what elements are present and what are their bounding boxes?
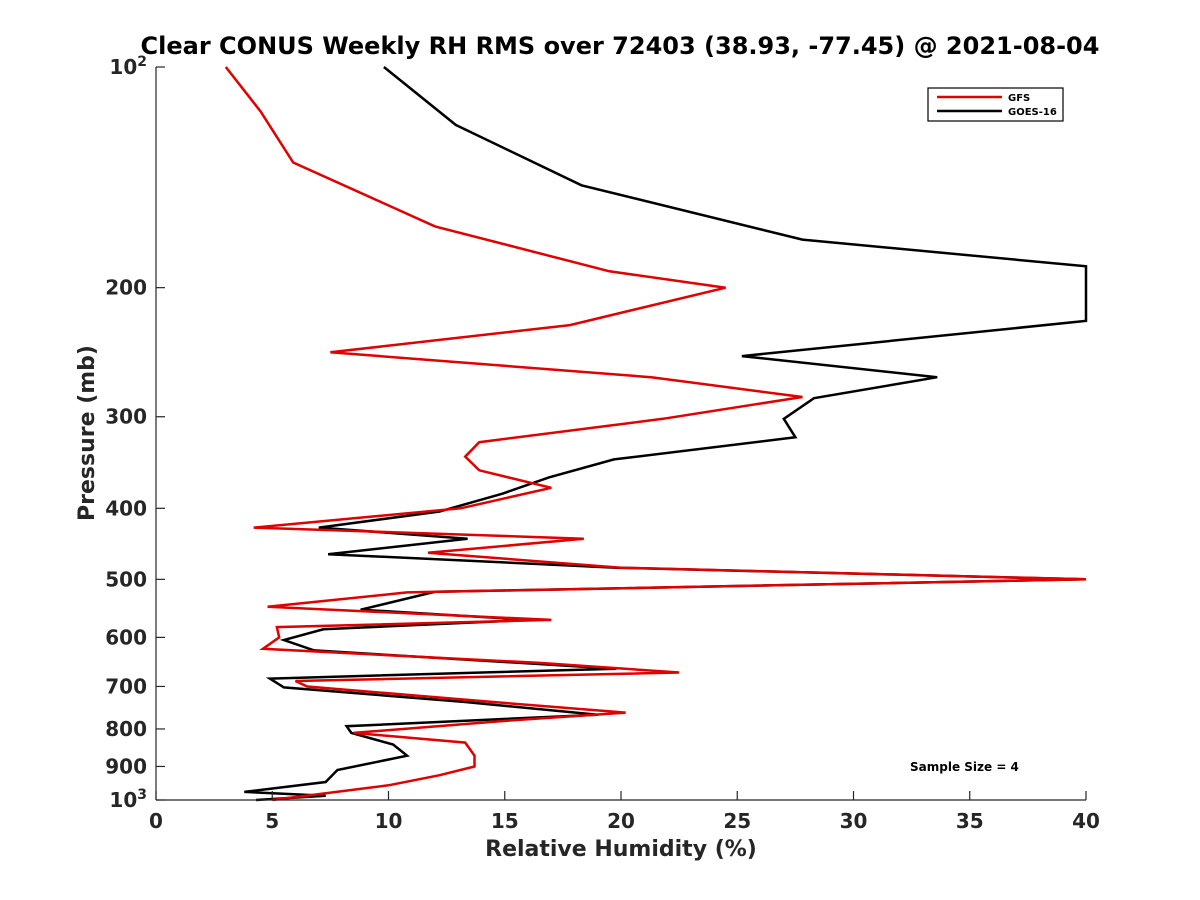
y-tick-label: 900 <box>105 754 147 778</box>
y-tick-label: 400 <box>105 496 147 520</box>
x-tick-label: 40 <box>1072 809 1100 833</box>
legend-label-gfs: GFS <box>1008 93 1030 104</box>
y-tick-label: 800 <box>105 717 147 741</box>
chart-title: Clear CONUS Weekly RH RMS over 72403 (38… <box>141 32 1100 60</box>
y-tick-label: 102 <box>109 54 147 79</box>
x-tick-label: 10 <box>375 809 403 833</box>
x-axis-label: Relative Humidity (%) <box>485 837 757 862</box>
plot-area <box>156 67 1086 800</box>
x-tick-label: 5 <box>265 809 279 833</box>
x-tick-label: 25 <box>723 809 751 833</box>
x-tick-label: 30 <box>840 809 868 833</box>
y-tick-label: 600 <box>105 625 147 649</box>
y-tick-label: 103 <box>109 787 147 812</box>
y-tick-label: 300 <box>105 405 147 429</box>
x-tick-label: 0 <box>149 809 163 833</box>
x-tick-label: 35 <box>956 809 984 833</box>
series-layer <box>224 66 1088 802</box>
y-axis-label: Pressure (mb) <box>75 345 100 521</box>
legend: GFS GOES-16 <box>927 87 1064 122</box>
legend-box <box>927 87 1064 122</box>
y-tick-label: 700 <box>105 674 147 698</box>
y-tick-label: 500 <box>105 567 147 591</box>
x-tick-label: 20 <box>607 809 635 833</box>
x-axis-ticks: 0 5 10 15 20 25 30 35 40 <box>149 791 1100 833</box>
series-line-gfs <box>224 66 1087 802</box>
x-tick-label: 15 <box>491 809 519 833</box>
y-tick-label: 200 <box>105 276 147 300</box>
y-axis-ticks: 102 200 300 400 500 600 700 800 900 103 <box>105 54 165 812</box>
sample-size-annotation: Sample Size = 4 <box>910 760 1019 774</box>
legend-label-goes-16: GOES-16 <box>1008 107 1057 118</box>
